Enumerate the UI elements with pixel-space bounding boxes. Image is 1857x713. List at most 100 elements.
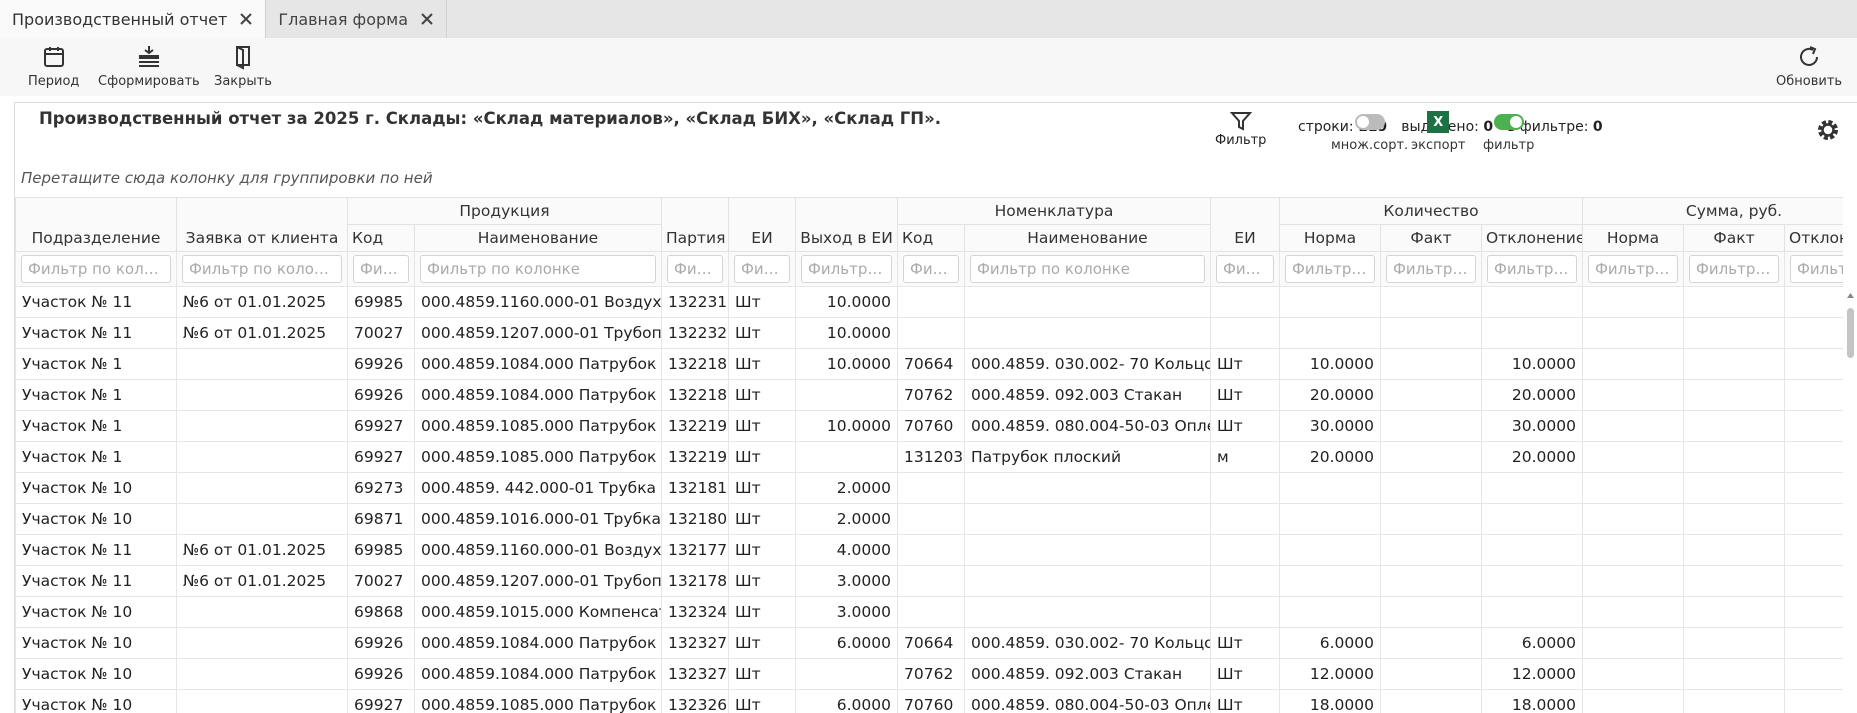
table-cell: 10.0000 — [796, 349, 898, 380]
table-cell — [965, 504, 1211, 535]
table-cell: 132181 — [662, 473, 729, 504]
tab[interactable]: Производственный отчет — [0, 0, 266, 38]
filter-input[interactable]: Фильтр по колонке — [970, 255, 1205, 283]
table-cell — [1211, 473, 1280, 504]
table-cell — [1381, 566, 1482, 597]
table-cell — [1684, 628, 1785, 659]
table-cell — [1684, 411, 1785, 442]
table-cell: 69926 — [348, 349, 415, 380]
header-group: Номенклатура — [898, 198, 1211, 225]
table-cell — [1482, 597, 1583, 628]
table-cell — [965, 287, 1211, 318]
period-button[interactable]: Период — [28, 44, 79, 89]
filter-input[interactable]: Фильтр по колонке — [801, 255, 892, 283]
scrollbar[interactable] — [1846, 290, 1855, 712]
column-header: Отклонение — [1482, 225, 1583, 252]
table-cell — [1381, 535, 1482, 566]
table-cell: Шт — [729, 566, 796, 597]
table-cell: 132327 — [662, 628, 729, 659]
table-cell: Участок № 1 — [16, 349, 177, 380]
table-cell: Участок № 11 — [16, 535, 177, 566]
table-cell: 000.4859.1085.000 Патрубок н... — [415, 690, 662, 713]
table-cell — [177, 442, 348, 473]
settings-icon[interactable] — [1815, 117, 1841, 143]
filter-input[interactable]: Фильтр по колонке — [1285, 255, 1375, 283]
filter-input[interactable]: Фильтр по колонке — [667, 255, 723, 283]
table-cell: 132327 — [662, 659, 729, 690]
table-cell: 000.4859.1207.000-01 Трубопр... — [415, 318, 662, 349]
table-cell: 12.0000 — [1280, 659, 1381, 690]
filter-button[interactable]: Фильтр — [1215, 109, 1266, 148]
table-cell: 000.4859.1160.000-01 Воздухов... — [415, 287, 662, 318]
door-icon — [230, 44, 256, 70]
table-cell — [1785, 659, 1844, 690]
table-cell — [1280, 535, 1381, 566]
table-cell: Шт — [1211, 411, 1280, 442]
refresh-icon — [1796, 44, 1822, 70]
table-cell — [1583, 566, 1684, 597]
filter-input[interactable]: Фильтр по колонке — [1689, 255, 1779, 283]
column-header: Отклонение — [1785, 225, 1844, 252]
button-label: Закрыть — [214, 74, 272, 89]
table-cell: 70760 — [898, 411, 965, 442]
table-cell — [1381, 349, 1482, 380]
table-cell — [1785, 287, 1844, 318]
table-cell — [1482, 566, 1583, 597]
refresh-button[interactable]: Обновить — [1776, 44, 1842, 89]
table-cell: Шт — [729, 504, 796, 535]
table-cell: Шт — [729, 473, 796, 504]
table-cell: 10.0000 — [1482, 349, 1583, 380]
filter-cell: Фильтр по колонке — [16, 252, 177, 287]
table-cell: Участок № 10 — [16, 628, 177, 659]
table-cell: 000.4859.1207.000-01 Трубопр... — [415, 566, 662, 597]
close-button[interactable]: Закрыть — [214, 44, 272, 89]
toggle[interactable]: множ.сорт. — [1331, 111, 1408, 153]
table-cell — [1381, 380, 1482, 411]
table-cell: 132218 — [662, 380, 729, 411]
close-icon[interactable] — [420, 12, 434, 26]
filter-input[interactable]: Фильтр по колонке — [1790, 255, 1843, 283]
filter-input[interactable]: Фильтр по колонке — [1386, 255, 1476, 283]
filter-input[interactable]: Фильтр по колонке — [353, 255, 409, 283]
table-cell: 69273 — [348, 473, 415, 504]
filter-input[interactable]: Фильтр по колонке — [1588, 255, 1678, 283]
table-cell — [1381, 690, 1482, 713]
close-icon[interactable] — [239, 12, 253, 26]
filter-input[interactable]: Фильтр по колонке — [1216, 255, 1274, 283]
filter-input[interactable]: Фильтр по колонке — [21, 255, 171, 283]
build-button[interactable]: Сформировать — [98, 44, 200, 89]
table-cell: 70027 — [348, 566, 415, 597]
table-cell — [1785, 566, 1844, 597]
filter-input[interactable]: Фильтр по колонке — [420, 255, 656, 283]
filter-input[interactable]: Фильтр по колонке — [903, 255, 959, 283]
table-cell — [1482, 535, 1583, 566]
filter-input[interactable]: Фильтр по колонке — [734, 255, 790, 283]
table-cell — [1211, 566, 1280, 597]
column-header: ЕИ — [1211, 198, 1280, 252]
toggle[interactable]: фильтр — [1483, 111, 1534, 153]
tab[interactable]: Главная форма — [266, 0, 447, 38]
table-cell: 69927 — [348, 411, 415, 442]
filter-input[interactable]: Фильтр по колонке — [182, 255, 342, 283]
switch-knob — [1510, 116, 1522, 128]
filter-cell: Фильтр по колонке — [1684, 252, 1785, 287]
table-cell — [1280, 566, 1381, 597]
table-cell: 20.0000 — [1280, 442, 1381, 473]
table-cell — [1280, 504, 1381, 535]
filter-input[interactable]: Фильтр по колонке — [1487, 255, 1577, 283]
